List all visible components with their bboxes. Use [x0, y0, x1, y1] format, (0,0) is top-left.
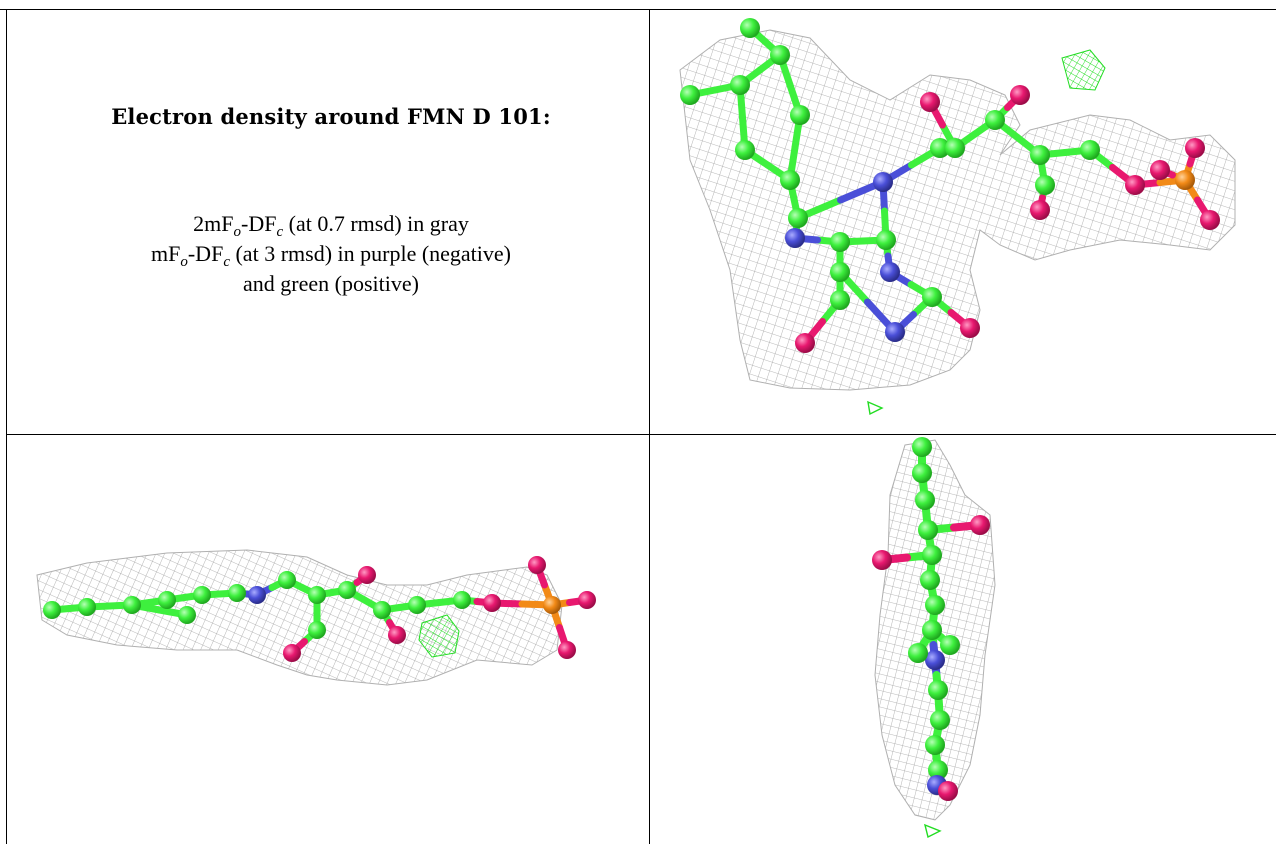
- carbon-atom: [912, 463, 932, 483]
- nitrogen-atom: [925, 650, 945, 670]
- carbon-atom: [920, 570, 940, 590]
- density-view-face-on: [679, 18, 1236, 416]
- carbon-atom: [928, 680, 948, 700]
- oxygen-atom: [388, 626, 406, 644]
- border-left: [6, 9, 7, 844]
- carbon-atom: [925, 735, 945, 755]
- density-view-side-on: [36, 549, 596, 686]
- carbon-atom: [735, 140, 755, 160]
- carbon-atom: [780, 170, 800, 190]
- carbon-atom: [876, 230, 896, 250]
- carbon-atom: [922, 287, 942, 307]
- carbon-atom: [912, 437, 932, 457]
- carbon-atom: [228, 584, 246, 602]
- carbon-atom: [770, 45, 790, 65]
- panel-top-right: [650, 10, 1276, 434]
- carbon-atom: [178, 606, 196, 624]
- caption-line-2: mFo-DFc (at 3 rmsd) in purple (negative): [151, 241, 511, 270]
- oxygen-atom: [558, 641, 576, 659]
- carbon-atom: [830, 290, 850, 310]
- phosphorus-atom: [543, 596, 561, 614]
- panel-bottom-left: [7, 435, 649, 844]
- carbon-atom: [730, 75, 750, 95]
- carbon-atom: [922, 545, 942, 565]
- carbon-atom: [278, 571, 296, 589]
- density-view-edge-on: [872, 437, 996, 839]
- oxygen-atom: [528, 556, 546, 574]
- oxygen-atom: [872, 550, 892, 570]
- carbon-atom: [930, 138, 950, 158]
- green-density-mesh: [418, 614, 460, 658]
- oxygen-atom: [1185, 138, 1205, 158]
- caption-title: Electron density around FMN D 101:: [111, 104, 551, 129]
- oxygen-atom: [1010, 85, 1030, 105]
- caption-line-1: 2mFo-DFc (at 0.7 rmsd) in gray: [193, 211, 469, 240]
- carbon-atom: [925, 595, 945, 615]
- carbon-atom: [43, 601, 61, 619]
- carbon-atom: [123, 596, 141, 614]
- gray-density-mesh: [679, 29, 1236, 391]
- carbon-atom: [680, 85, 700, 105]
- nitrogen-atom: [880, 262, 900, 282]
- green-density-mesh-small: [867, 400, 884, 416]
- nitrogen-atom: [873, 172, 893, 192]
- oxygen-atom: [970, 515, 990, 535]
- carbon-atom: [1035, 175, 1055, 195]
- oxygen-atom: [483, 594, 501, 612]
- oxygen-atom: [1125, 175, 1145, 195]
- carbon-atom: [193, 586, 211, 604]
- carbon-atom: [308, 586, 326, 604]
- border-middle: [649, 9, 650, 844]
- oxygen-atom: [795, 333, 815, 353]
- caption-body: 2mFo-DFc (at 0.7 rmsd) in gray mFo-DFc (…: [21, 209, 641, 299]
- carbon-atom: [928, 760, 948, 780]
- carbon-atom: [915, 490, 935, 510]
- oxygen-atom: [938, 781, 958, 801]
- carbon-atom: [790, 105, 810, 125]
- carbon-atom: [740, 18, 760, 38]
- carbon-atom: [830, 232, 850, 252]
- caption-line-3: and green (positive): [243, 271, 419, 296]
- oxygen-atom: [1030, 200, 1050, 220]
- carbon-atom: [408, 596, 426, 614]
- carbon-atom: [945, 138, 965, 158]
- oxygen-atom: [1200, 210, 1220, 230]
- carbon-atom: [940, 635, 960, 655]
- green-density-mesh: [1061, 49, 1106, 91]
- carbon-atom: [922, 620, 942, 640]
- oxygen-atom: [960, 318, 980, 338]
- gray-density-mesh: [36, 549, 563, 686]
- phosphorus-atom: [1175, 170, 1195, 190]
- nitrogen-atom: [248, 586, 266, 604]
- nitrogen-atom: [885, 322, 905, 342]
- caption: Electron density around FMN D 101: 2mFo-…: [21, 104, 641, 299]
- caption-cell: Electron density around FMN D 101: 2mFo-…: [7, 10, 649, 434]
- carbon-atom: [908, 643, 928, 663]
- carbon-atom: [1080, 140, 1100, 160]
- carbon-atom: [788, 208, 808, 228]
- oxygen-atom: [578, 591, 596, 609]
- oxygen-atom: [1150, 160, 1170, 180]
- oxygen-atom: [920, 92, 940, 112]
- border-row-divider: [6, 434, 1276, 435]
- carbon-atom: [930, 710, 950, 730]
- green-density-mesh-small: [923, 823, 942, 839]
- panel-bottom-right: [650, 435, 1276, 844]
- nitrogen-atom: [785, 228, 805, 248]
- carbon-atom: [338, 581, 356, 599]
- carbon-atom: [373, 601, 391, 619]
- carbon-atom: [158, 591, 176, 609]
- carbon-atom: [308, 621, 326, 639]
- carbon-atom: [1030, 145, 1050, 165]
- oxygen-atom: [358, 566, 376, 584]
- carbon-atom: [830, 262, 850, 282]
- carbon-atom: [918, 520, 938, 540]
- border-top: [0, 9, 1276, 10]
- carbon-atom: [78, 598, 96, 616]
- carbon-atom: [453, 591, 471, 609]
- oxygen-atom: [283, 644, 301, 662]
- carbon-atom: [985, 110, 1005, 130]
